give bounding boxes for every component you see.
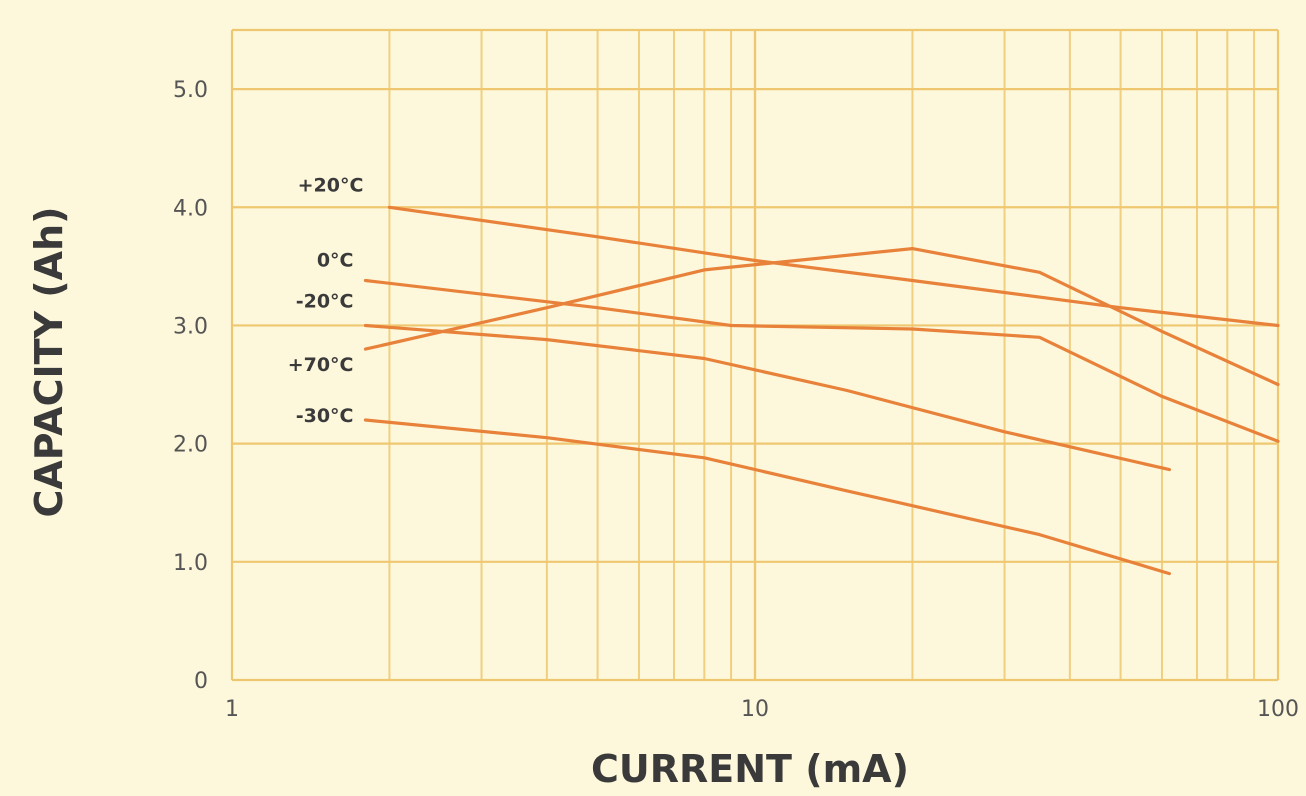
x-tick-label: 100 [1257, 697, 1299, 722]
y-tick-label: 1.0 [173, 551, 208, 576]
series-label-2: -20°C [296, 290, 354, 312]
y-tick-label: 0 [194, 669, 208, 694]
x-tick-label: 10 [741, 697, 769, 722]
series-label-4: -30°C [296, 405, 354, 427]
series-line-3 [363, 247, 1280, 387]
y-axis-ticks: 0 1.0 2.0 3.0 4.0 5.0 [173, 78, 208, 694]
series-labels: +20°C 0°C -20°C +70°C -30°C [288, 174, 364, 427]
y-tick-label: 3.0 [173, 314, 208, 339]
y-tick-label: 4.0 [173, 196, 208, 221]
x-axis-ticks: 1 10 100 [225, 697, 1299, 722]
series-label-0: +20°C [298, 174, 364, 196]
series-line-1 [363, 278, 1280, 443]
x-axis-title: CURRENT (mA) [591, 747, 909, 791]
series-label-3: +70°C [288, 354, 354, 376]
y-axis-title: CAPACITY (Ah) [27, 207, 71, 518]
x-tick-label: 1 [225, 697, 239, 722]
series-label-1: 0°C [317, 250, 354, 272]
y-tick-label: 5.0 [173, 78, 208, 103]
y-tick-label: 2.0 [173, 433, 208, 458]
grid [230, 28, 1280, 682]
series-line-0 [387, 205, 1280, 328]
series-line-4 [363, 418, 1172, 576]
series-lines [363, 205, 1280, 576]
series-line-2 [363, 323, 1172, 472]
